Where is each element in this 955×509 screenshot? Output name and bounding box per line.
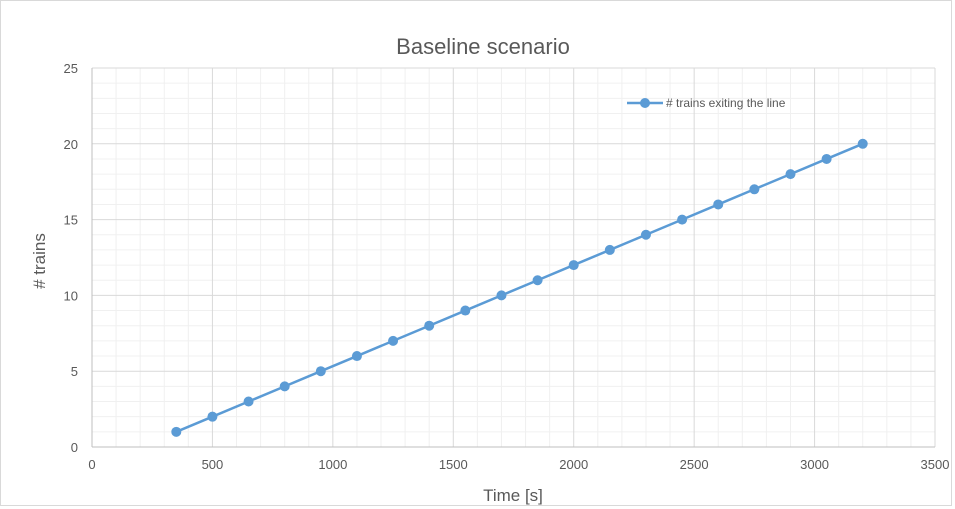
data-point — [460, 305, 471, 316]
data-point — [171, 426, 182, 437]
data-point — [207, 411, 218, 422]
y-tick-label: 15 — [64, 213, 78, 228]
x-tick-label: 3500 — [921, 457, 950, 472]
x-axis-title: Time [s] — [483, 486, 543, 505]
data-point — [315, 366, 326, 377]
axis-layer — [91, 68, 935, 448]
x-tick-label: 1000 — [318, 457, 347, 472]
grid-layer — [91, 67, 936, 448]
data-point — [568, 260, 579, 271]
data-point — [351, 351, 362, 362]
y-tick-label: 5 — [71, 364, 78, 379]
x-tick-label: 2500 — [680, 457, 709, 472]
y-tick-label: 10 — [64, 288, 78, 303]
legend-marker — [640, 98, 650, 108]
data-point — [532, 275, 543, 286]
y-tick-label: 20 — [64, 137, 78, 152]
y-tick-label: 0 — [71, 440, 78, 455]
tick-labels: 0 500 1000 1500 2000 2500 3000 3500 0 5 10 15 20 25 — [64, 61, 950, 472]
y-tick-label: 25 — [64, 61, 78, 76]
data-point — [713, 199, 724, 210]
data-point — [424, 320, 435, 331]
x-tick-label: 1500 — [439, 457, 468, 472]
data-point — [496, 290, 507, 301]
legend: # trains exiting the line — [627, 96, 786, 110]
data-point — [243, 396, 254, 407]
data-point — [279, 381, 290, 392]
data-point — [821, 153, 832, 164]
data-point — [604, 244, 615, 255]
x-tick-label: 2000 — [559, 457, 588, 472]
data-point — [785, 169, 796, 180]
x-tick-label: 500 — [202, 457, 224, 472]
data-point — [857, 138, 868, 149]
chart-title: Baseline scenario — [396, 34, 570, 59]
x-tick-label: 3000 — [800, 457, 829, 472]
series-layer — [171, 138, 868, 437]
legend-label: # trains exiting the line — [666, 96, 786, 110]
data-point — [640, 229, 651, 240]
data-point — [677, 214, 688, 225]
data-point — [749, 184, 760, 195]
x-tick-label: 0 — [88, 457, 95, 472]
y-axis-title: # trains — [30, 233, 49, 289]
data-point — [388, 335, 399, 346]
series-line — [175, 142, 864, 433]
